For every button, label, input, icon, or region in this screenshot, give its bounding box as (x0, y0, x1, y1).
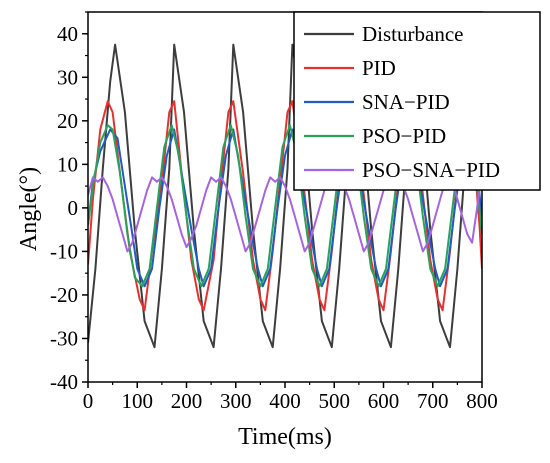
x-tick-label: 800 (466, 389, 498, 413)
y-tick-label: 20 (57, 109, 78, 133)
legend-label: PSO−SNA−PID (362, 158, 500, 182)
legend-label: PSO−PID (362, 124, 446, 148)
x-axis-label: Time(ms) (238, 424, 332, 450)
axes: 0 100 200 300 400 500 600 700 800 -40 -30 -20 -10 0 10… (50, 11, 498, 413)
x-tick-label: 400 (269, 389, 301, 413)
legend: Disturbance PID SNA−PID PSO−PID PSO−SNA−PID (293, 11, 541, 191)
x-tick-label: 300 (220, 389, 252, 413)
x-tick-label: 0 (83, 389, 94, 413)
x-tick-label: 100 (122, 389, 154, 413)
legend-label: SNA−PID (362, 90, 450, 114)
y-tick-label: -10 (50, 239, 78, 263)
y-tick-label: -40 (50, 370, 78, 394)
y-tick-label: 10 (57, 152, 78, 176)
legend-label: Disturbance (362, 22, 463, 46)
series-line-4 (88, 172, 482, 253)
x-tick-label: 200 (171, 389, 203, 413)
y-tick-label: 0 (68, 196, 79, 220)
y-tick-label: 40 (57, 22, 78, 46)
y-tick-label: 30 (57, 65, 78, 89)
y-tick-label: -30 (50, 326, 78, 350)
x-tick-label: 600 (368, 389, 400, 413)
y-axis-label: Angle(°) (16, 167, 42, 251)
x-tick-label: 500 (319, 389, 351, 413)
y-tick-label: -20 (50, 283, 78, 307)
legend-label: PID (362, 56, 396, 80)
x-tick-label: 700 (417, 389, 449, 413)
